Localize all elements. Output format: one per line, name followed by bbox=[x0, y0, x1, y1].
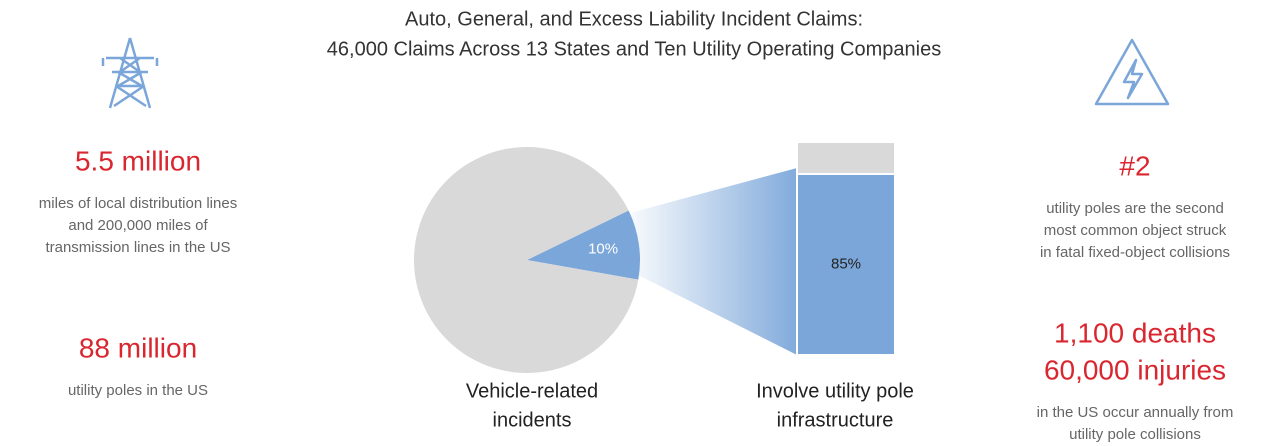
pie-caption: incidents bbox=[493, 409, 572, 431]
pie-label: 10% bbox=[588, 240, 618, 257]
bar-caption: Involve utility pole bbox=[756, 380, 914, 402]
stat-text: utility pole collisions bbox=[1069, 426, 1201, 443]
stat-headline: #2 bbox=[1119, 150, 1150, 181]
pie-slice bbox=[413, 146, 639, 373]
stat-text: utility poles in the US bbox=[68, 382, 208, 399]
hazard-icon bbox=[1094, 38, 1170, 106]
stat-headline: 88 million bbox=[79, 332, 197, 363]
stat-text: in the US occur annually from bbox=[1037, 404, 1234, 421]
bar-caption: infrastructure bbox=[777, 409, 894, 431]
bar-label: 85% bbox=[831, 255, 861, 272]
title-line: 46,000 Claims Across 13 States and Ten U… bbox=[327, 38, 941, 60]
stat-text: in fatal fixed-object collisions bbox=[1040, 244, 1230, 261]
stat-text: most common object struck bbox=[1044, 222, 1227, 239]
bar-segment bbox=[796, 172, 896, 356]
pie-caption: Vehicle-related bbox=[466, 380, 598, 402]
connector bbox=[630, 168, 797, 355]
bar-segment bbox=[796, 141, 896, 175]
stat-headline: 5.5 million bbox=[75, 145, 201, 176]
stat-text: miles of local distribution lines bbox=[39, 195, 237, 212]
stat-text: utility poles are the second bbox=[1046, 200, 1224, 217]
stat-text: and 200,000 miles of bbox=[68, 217, 208, 234]
stat-text: transmission lines in the US bbox=[45, 239, 230, 256]
stat-headline: 60,000 injuries bbox=[1044, 354, 1226, 385]
tower-icon bbox=[101, 37, 159, 109]
pie-slice bbox=[527, 210, 640, 280]
title-line: Auto, General, and Excess Liability Inci… bbox=[405, 8, 863, 30]
stat-headline: 1,100 deaths bbox=[1054, 317, 1216, 348]
